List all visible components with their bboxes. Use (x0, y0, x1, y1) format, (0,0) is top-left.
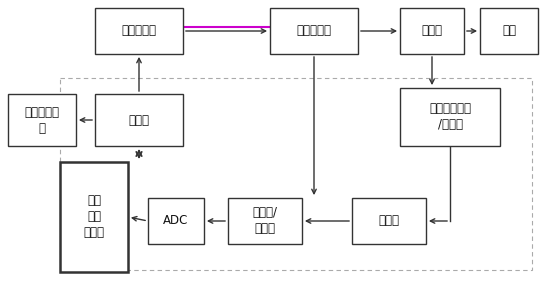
Bar (8, 94, 76, 146)
Bar (148, 198, 204, 244)
Text: 数字
信号
处理器: 数字 信号 处理器 (84, 195, 105, 240)
Text: 低噪声放大器
/滤波器: 低噪声放大器 /滤波器 (429, 103, 471, 131)
Bar (60, 78, 532, 270)
Text: 控制器: 控制器 (129, 113, 150, 126)
Bar (270, 8, 358, 54)
Bar (480, 8, 538, 54)
Bar (95, 94, 183, 146)
Text: ADC: ADC (163, 215, 189, 228)
Text: 滤波器/
放大器: 滤波器/ 放大器 (253, 206, 278, 235)
Bar (95, 8, 183, 54)
Text: 天线: 天线 (502, 24, 516, 38)
Text: 波形产生器: 波形产生器 (121, 24, 156, 38)
Bar (400, 88, 500, 146)
Text: 定向耦合器: 定向耦合器 (296, 24, 331, 38)
Text: 数据输出接
口: 数据输出接 口 (24, 106, 59, 134)
Bar (352, 198, 426, 244)
Text: 环行器: 环行器 (422, 24, 443, 38)
Bar (400, 8, 464, 54)
Bar (228, 198, 302, 244)
Text: 混频器: 混频器 (378, 215, 399, 228)
Bar (60, 162, 128, 272)
